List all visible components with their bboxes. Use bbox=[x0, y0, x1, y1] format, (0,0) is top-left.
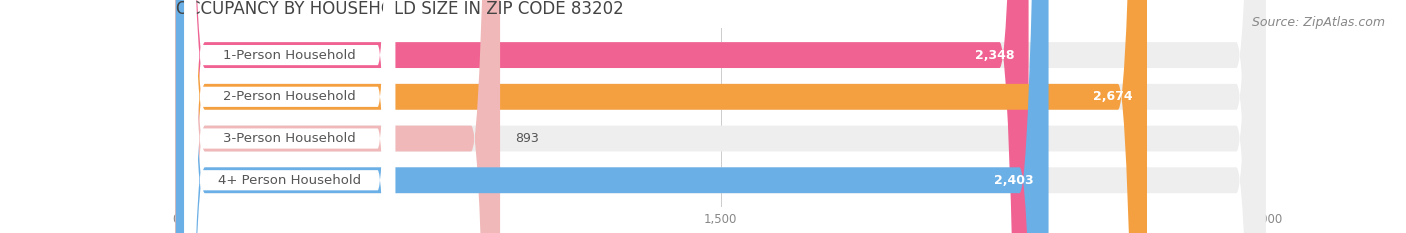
FancyBboxPatch shape bbox=[176, 0, 1265, 233]
Text: 1-Person Household: 1-Person Household bbox=[224, 48, 356, 62]
FancyBboxPatch shape bbox=[176, 0, 1049, 233]
Text: 893: 893 bbox=[515, 132, 538, 145]
FancyBboxPatch shape bbox=[184, 0, 395, 233]
FancyBboxPatch shape bbox=[176, 0, 1265, 233]
FancyBboxPatch shape bbox=[176, 0, 501, 233]
Text: Source: ZipAtlas.com: Source: ZipAtlas.com bbox=[1251, 16, 1385, 29]
FancyBboxPatch shape bbox=[176, 0, 1147, 233]
Text: 2,403: 2,403 bbox=[994, 174, 1033, 187]
Text: 2,674: 2,674 bbox=[1092, 90, 1132, 103]
FancyBboxPatch shape bbox=[184, 0, 395, 233]
Text: 2,348: 2,348 bbox=[974, 48, 1014, 62]
Text: 3-Person Household: 3-Person Household bbox=[224, 132, 356, 145]
FancyBboxPatch shape bbox=[176, 0, 1029, 233]
FancyBboxPatch shape bbox=[176, 0, 1265, 233]
FancyBboxPatch shape bbox=[184, 0, 395, 233]
Text: 2-Person Household: 2-Person Household bbox=[224, 90, 356, 103]
Text: 4+ Person Household: 4+ Person Household bbox=[218, 174, 361, 187]
FancyBboxPatch shape bbox=[176, 0, 1265, 233]
FancyBboxPatch shape bbox=[184, 0, 395, 233]
Text: OCCUPANCY BY HOUSEHOLD SIZE IN ZIP CODE 83202: OCCUPANCY BY HOUSEHOLD SIZE IN ZIP CODE … bbox=[176, 0, 623, 18]
